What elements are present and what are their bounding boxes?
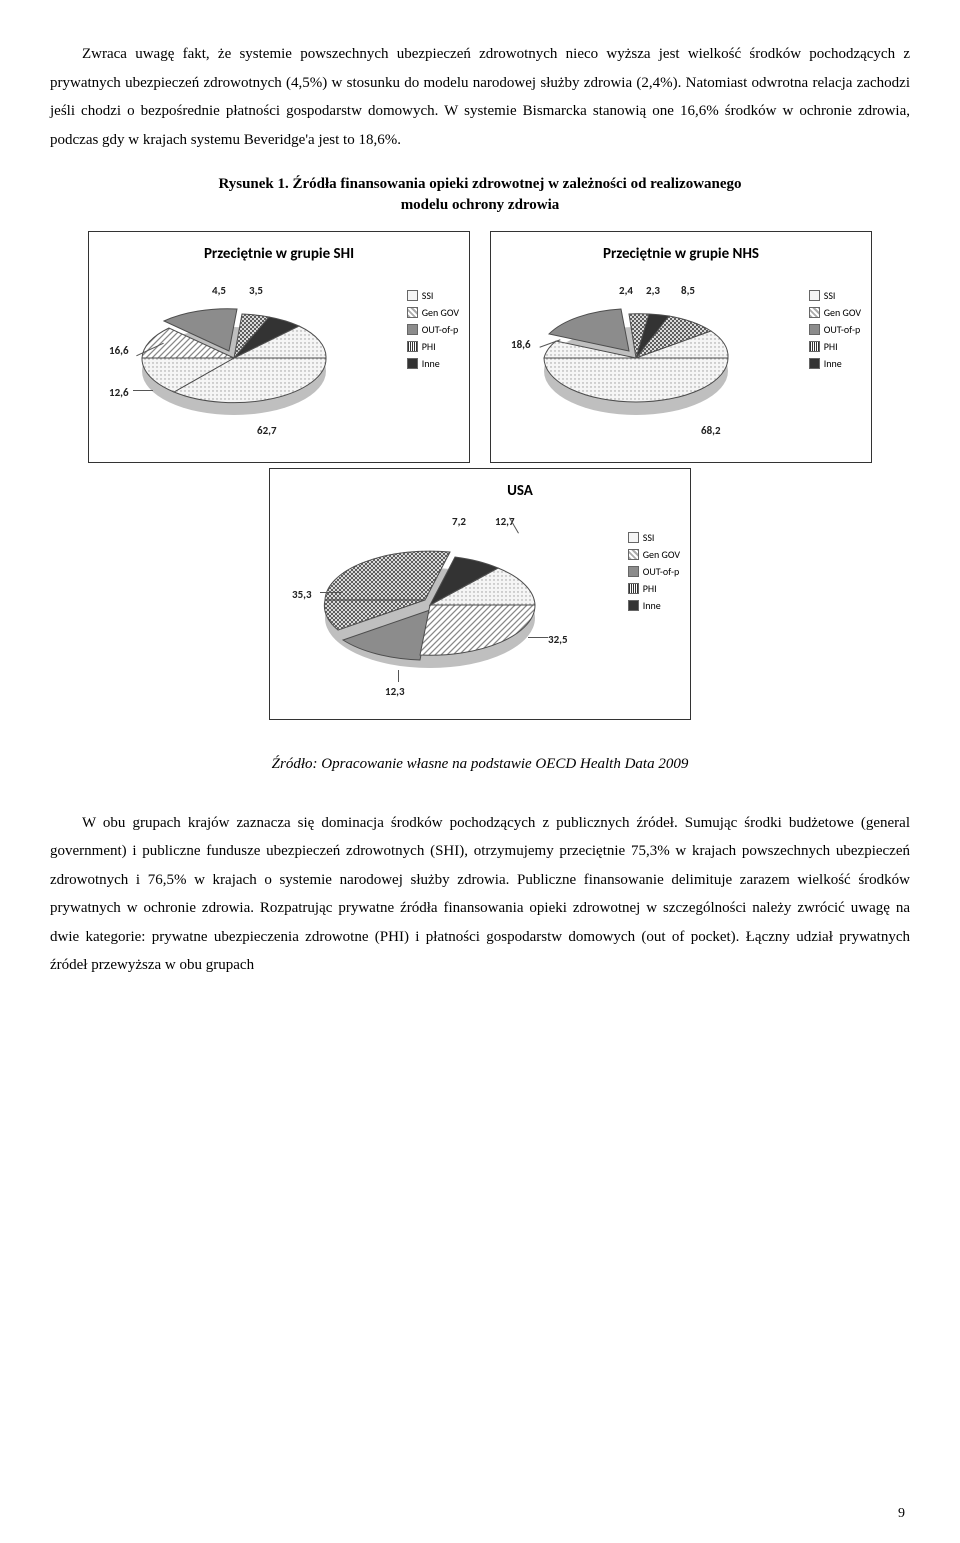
legend-phi-2: PHI [824, 338, 838, 355]
legend-out-2: OUT-of-p [824, 321, 861, 338]
nhs-label-out: 18,6 [511, 335, 531, 356]
legend-inne-2: Inne [824, 355, 842, 372]
legend-ssi-3: SSI [643, 529, 655, 546]
chart-usa: USA 7,2 12,7 35,3 32,5 12,3 [269, 468, 691, 720]
pie-shi [99, 273, 369, 443]
usa-label-phi: 35,3 [292, 585, 312, 606]
chart-nhs-title: Przeciętnie w grupie NHS [501, 240, 861, 269]
legend-gen-2: Gen GOV [824, 304, 861, 321]
shi-label-inne: 3,5 [249, 281, 263, 302]
shi-label-ssi: 62,7 [257, 421, 277, 442]
pie-nhs [501, 273, 771, 443]
chart-nhs: Przeciętnie w grupie NHS [490, 231, 872, 463]
legend-ssi-2: SSI [824, 287, 836, 304]
chart-usa-title: USA [360, 477, 680, 506]
legend-inne-3: Inne [643, 597, 661, 614]
legend-out: OUT-of-p [422, 321, 459, 338]
paragraph-1: Zwraca uwagę fakt, że systemie powszechn… [50, 40, 910, 154]
legend-gen-3: Gen GOV [643, 546, 680, 563]
usa-label-gen: 32,5 [548, 630, 568, 651]
page-number: 9 [898, 1501, 905, 1528]
nhs-label-inne-a: 2,3 [646, 281, 660, 302]
usa-label-out: 12,3 [385, 682, 405, 703]
legend-nhs: SSI Gen GOV OUT-of-p PHI Inne [809, 287, 861, 372]
paragraph-2: W obu grupach krajów zaznacza się domina… [50, 809, 910, 980]
shi-label-out: 16,6 [109, 341, 129, 362]
nhs-label-ssi: 68,2 [701, 421, 721, 442]
legend-inne: Inne [422, 355, 440, 372]
charts-top-row: Przeciętnie w grupie SHI [50, 231, 910, 463]
legend-gen: Gen GOV [422, 304, 459, 321]
chart-shi: Przeciętnie w grupie SHI [88, 231, 470, 463]
nhs-label-inne-b: 8,5 [681, 281, 695, 302]
pie-usa [280, 510, 580, 700]
shi-label-gen: 12,6 [109, 383, 129, 404]
nhs-label-phi: 2,4 [619, 281, 633, 302]
usa-label-inne: 7,2 [452, 512, 466, 533]
legend-out-3: OUT-of-p [643, 563, 680, 580]
shi-label-phi: 4,5 [212, 281, 226, 302]
legend-usa: SSI Gen GOV OUT-of-p PHI Inne [628, 529, 680, 614]
legend-shi: SSI Gen GOV OUT-of-p PHI Inne [407, 287, 459, 372]
legend-ssi: SSI [422, 287, 434, 304]
legend-phi-3: PHI [643, 580, 657, 597]
legend-phi: PHI [422, 338, 436, 355]
chart-shi-title: Przeciętnie w grupie SHI [99, 240, 459, 269]
figure-title: Rysunek 1. Źródła finansowania opieki zd… [200, 174, 760, 216]
figure-source: Źródło: Opracowanie własne na podstawie … [50, 750, 910, 779]
